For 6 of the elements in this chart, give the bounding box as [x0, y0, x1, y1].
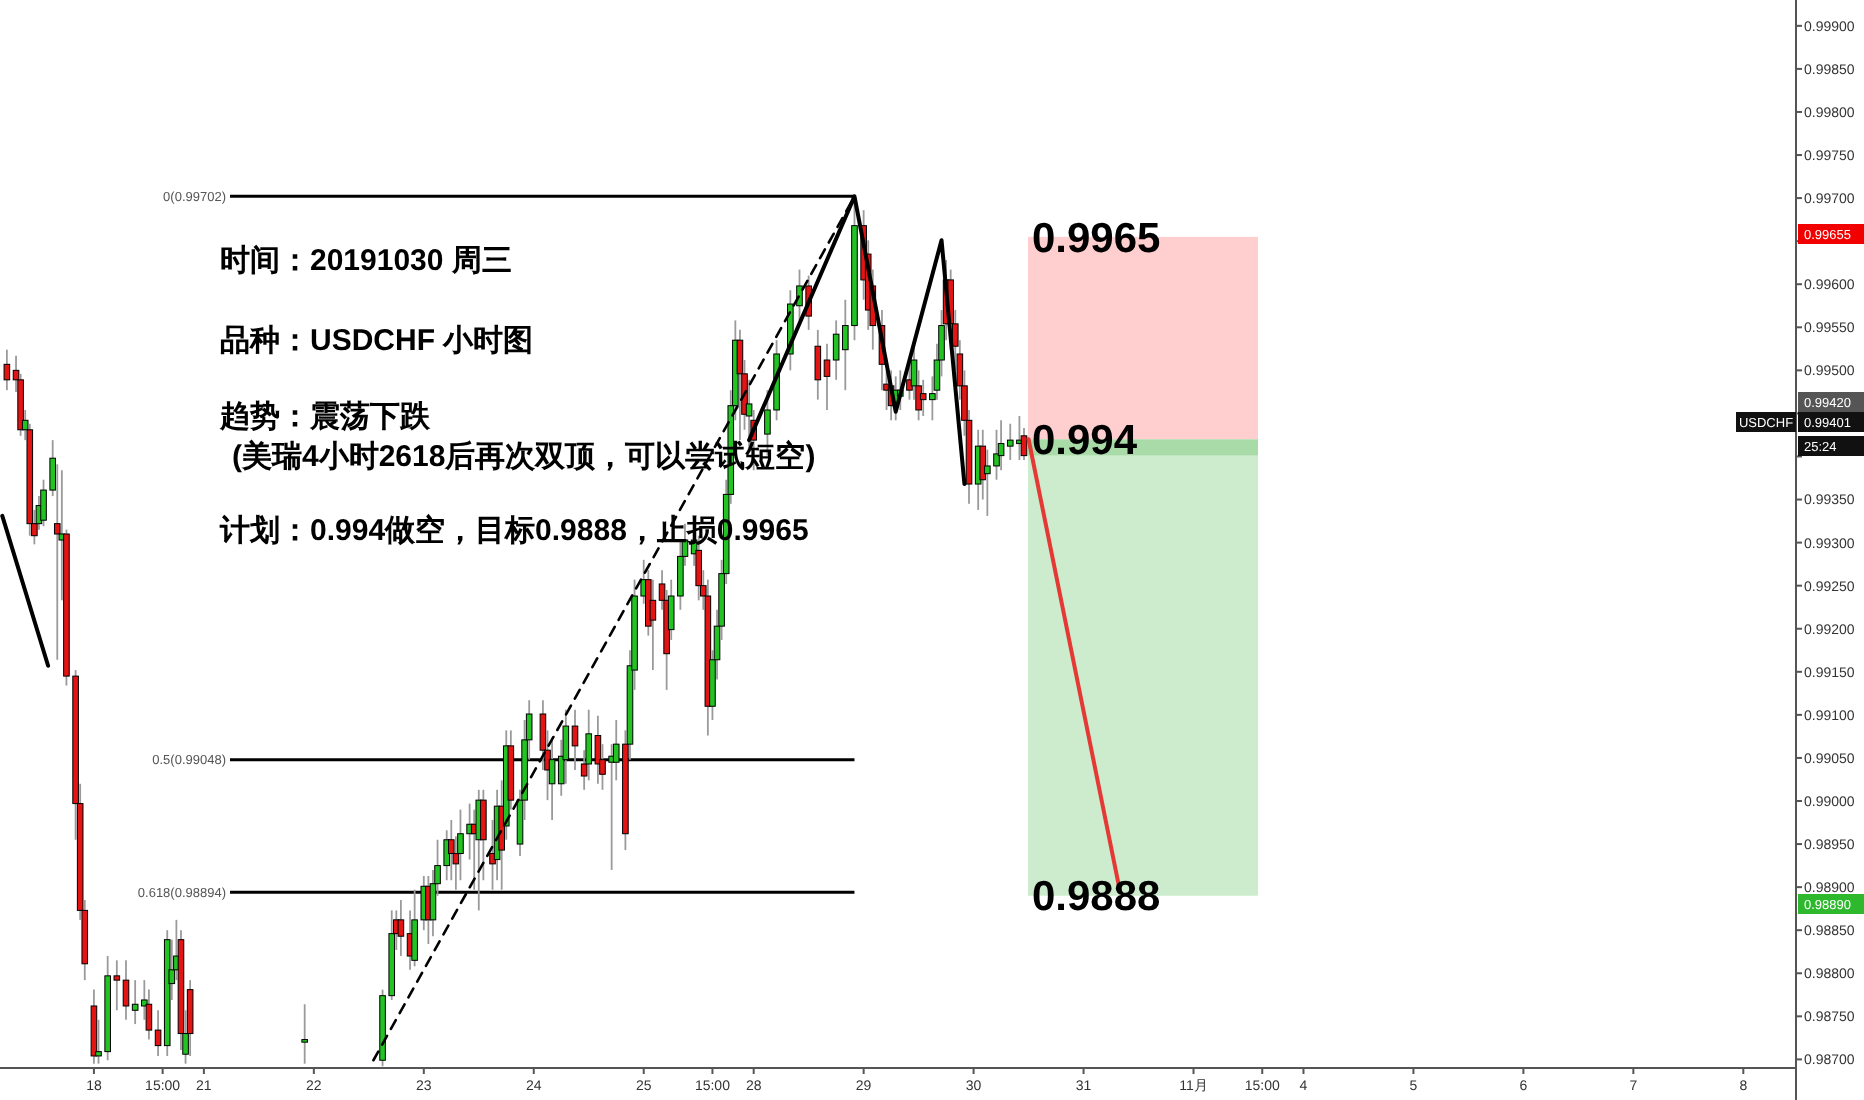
band-label: 0.9965: [1031, 215, 1162, 262]
annotation: 品种：USDCHF 小时图: [220, 324, 534, 358]
annotation: 时间：20191030 周三: [220, 244, 512, 278]
band-label: 0.994: [1031, 417, 1138, 464]
band-label: 0.9888: [1031, 874, 1162, 921]
annotation: 趋势：震荡下跌: [218, 400, 432, 434]
